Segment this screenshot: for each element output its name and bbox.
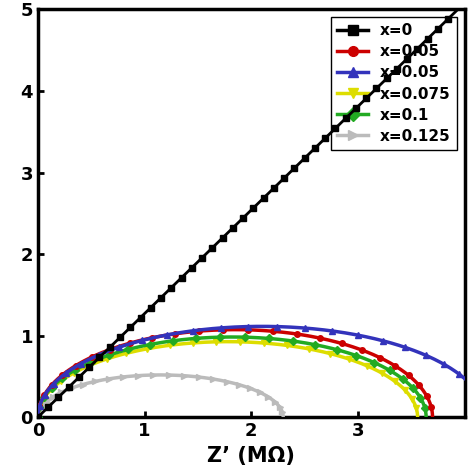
X-axis label: Z’ (MΩ): Z’ (MΩ) [207,446,295,465]
Legend: x=0, x=0.05, x=0.05, x=0.075, x=0.1, x=0.125: x=0, x=0.05, x=0.05, x=0.075, x=0.1, x=0… [331,17,457,150]
